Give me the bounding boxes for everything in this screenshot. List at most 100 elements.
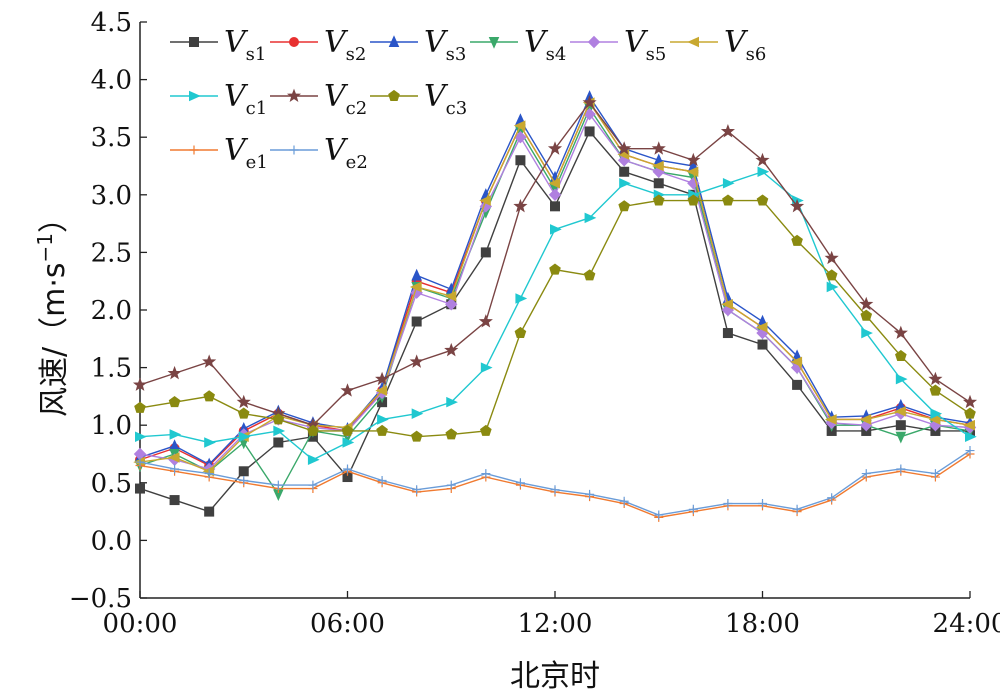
data-point-Vs6 <box>375 385 388 396</box>
data-point-Ve2 <box>965 446 975 456</box>
data-point-Vc3 <box>964 407 976 419</box>
data-point-Vs6 <box>928 414 941 425</box>
data-point-Vs1 <box>411 316 422 327</box>
legend-item-Vs4: Vs4 <box>470 25 566 65</box>
legend-marker-Vs2 <box>289 37 299 47</box>
series-layer <box>132 90 978 522</box>
series-line-Ve2 <box>139 449 971 516</box>
y-tick-label: −0.5 <box>69 584 132 614</box>
legend-label-Vc3: Vc3 <box>424 79 467 119</box>
y-tick-label: 0.5 <box>91 469 132 499</box>
data-point-Ve2 <box>446 480 456 490</box>
data-point-Vc2 <box>167 365 182 380</box>
data-point-Vc1 <box>446 396 458 408</box>
data-point-Vc2 <box>928 371 943 386</box>
data-point-Vc1 <box>965 431 977 442</box>
data-point-Vs1 <box>480 247 491 258</box>
legend-marker-Vc2 <box>286 88 302 103</box>
data-point-Vs3 <box>411 268 422 281</box>
legend-label-Vs6: Vs6 <box>724 25 766 65</box>
data-point-Vc2 <box>340 383 355 397</box>
data-point-Ve2 <box>170 464 180 474</box>
data-point-Vs1 <box>792 379 803 390</box>
x-tick-label: 06:00 <box>310 609 385 639</box>
legend-label-Ve1: Ve1 <box>224 133 268 173</box>
data-point-Vc1 <box>619 178 631 189</box>
data-point-Vc1 <box>307 454 320 466</box>
data-point-Vc1 <box>204 437 216 448</box>
data-point-Ve2 <box>273 480 283 490</box>
data-point-Vc2 <box>409 354 424 368</box>
data-point-Vc1 <box>722 178 735 189</box>
data-point-Vs6 <box>824 414 837 425</box>
data-point-Vc1 <box>377 414 389 425</box>
y-tick-label: 3.5 <box>91 123 132 153</box>
data-point-Vc2 <box>617 141 632 155</box>
data-point-Ve2 <box>412 485 422 495</box>
data-point-Ve2 <box>515 478 525 488</box>
legend-label-Vc2: Vc2 <box>324 79 367 119</box>
legend-item-Ve2: Ve2 <box>270 133 368 173</box>
legend-label-Vs3: Vs3 <box>424 25 466 65</box>
data-point-Ve2 <box>135 457 145 467</box>
data-point-Vc3 <box>307 424 319 436</box>
data-point-Vs6 <box>548 178 560 189</box>
data-point-Vs1 <box>135 483 145 494</box>
data-point-Vc1 <box>480 362 493 373</box>
x-tick-label: 00:00 <box>103 609 178 639</box>
data-point-Ve2 <box>308 480 318 490</box>
data-point-Ve2 <box>896 464 906 474</box>
series-Vc1 <box>135 166 977 466</box>
data-point-Vc3 <box>687 194 700 206</box>
data-point-Vc3 <box>237 407 250 419</box>
data-point-Vc1 <box>930 408 943 419</box>
data-point-Vc1 <box>861 327 873 339</box>
x-tick-label: 24:00 <box>933 609 1000 639</box>
data-point-Vc1 <box>584 212 597 224</box>
data-point-Vs6 <box>963 419 975 431</box>
data-point-Vc2 <box>202 354 217 368</box>
data-point-Vc2 <box>893 325 908 340</box>
axes: −0.5 0.0 0.5 1.0 1.5 2.0 2.5 3.0 3.5 4.0 4.5 00:00 0… <box>69 8 1000 639</box>
data-point-Vc3 <box>134 401 146 413</box>
legend-item-Vc2: Vc2 <box>270 79 367 119</box>
data-point-Vs5 <box>445 298 458 311</box>
y-axis-title: 风速/（m·s−1） <box>33 203 72 417</box>
data-point-Vs1 <box>653 178 664 189</box>
legend-item-Vs5: Vs5 <box>570 25 666 65</box>
data-point-Vs6 <box>409 281 422 293</box>
data-point-Vc1 <box>135 431 147 442</box>
data-point-Ve2 <box>688 504 698 514</box>
data-point-Ve2 <box>758 499 767 509</box>
legend-marker-Vs1 <box>189 37 199 47</box>
data-point-Vs6 <box>513 120 526 131</box>
data-point-Vc2 <box>720 124 735 138</box>
axis-labels: 北京时 风速/（m·s−1） <box>33 203 600 694</box>
x-axis-title: 北京时 <box>510 659 600 694</box>
data-point-Vs6 <box>167 452 180 463</box>
data-point-Vc3 <box>445 428 458 440</box>
y-tick-label: 2.0 <box>91 296 132 326</box>
data-point-Vs6 <box>859 414 872 425</box>
data-point-Vc2 <box>547 141 563 155</box>
data-point-Vc3 <box>203 390 215 402</box>
data-point-Vc3 <box>341 424 354 436</box>
data-point-Vc1 <box>169 429 182 440</box>
data-point-Ve2 <box>792 504 802 514</box>
data-point-Vs6 <box>479 195 491 206</box>
data-point-Vc3 <box>376 424 388 436</box>
data-point-Vc3 <box>825 269 838 281</box>
data-point-Vc3 <box>272 413 285 425</box>
data-point-Vc2 <box>824 250 839 265</box>
data-point-Vc1 <box>238 431 251 442</box>
data-point-Ve2 <box>585 489 595 499</box>
data-point-Vs1 <box>273 437 284 448</box>
data-point-Vs4 <box>895 431 907 444</box>
legend-marker-Vs4 <box>488 37 500 49</box>
data-point-Vc1 <box>550 224 562 235</box>
legend-label-Vc1: Vc1 <box>224 79 267 119</box>
series-line-Vc3 <box>139 199 971 438</box>
data-point-Vc2 <box>651 141 666 155</box>
data-point-Vs1 <box>895 420 906 431</box>
